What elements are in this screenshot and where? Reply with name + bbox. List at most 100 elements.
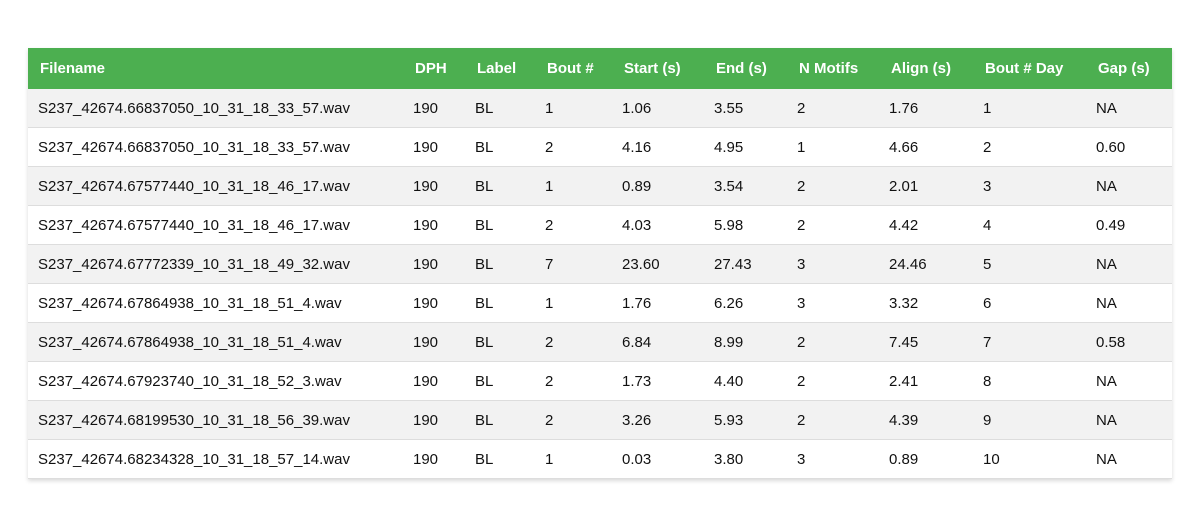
cell-align-s: 24.46 (879, 244, 973, 284)
cell-bout: 2 (535, 127, 612, 167)
cell-align-s: 2.41 (879, 361, 973, 401)
cell-bout-day: 3 (973, 166, 1086, 206)
cell-gap-s: NA (1086, 361, 1172, 401)
cell-start-s: 0.89 (612, 166, 704, 206)
column-header-filename: Filename (28, 48, 403, 89)
cell-n-motifs: 2 (787, 400, 879, 440)
cell-align-s: 2.01 (879, 166, 973, 206)
cell-n-motifs: 2 (787, 205, 879, 245)
cell-dph: 190 (403, 166, 465, 206)
cell-start-s: 4.16 (612, 127, 704, 167)
column-header-bout-day: Bout # Day (973, 48, 1086, 89)
cell-filename: S237_42674.67864938_10_31_18_51_4.wav (28, 283, 403, 323)
table-row: S237_42674.68199530_10_31_18_56_39.wav 19… (28, 400, 1172, 440)
cell-align-s: 0.89 (879, 439, 973, 479)
cell-gap-s: 0.60 (1086, 127, 1172, 167)
cell-bout: 2 (535, 322, 612, 362)
cell-filename: S237_42674.66837050_10_31_18_33_57.wav (28, 127, 403, 167)
column-header-n-motifs: N Motifs (787, 48, 879, 89)
table-row: S237_42674.66837050_10_31_18_33_57.wav 19… (28, 89, 1172, 128)
cell-bout-day: 7 (973, 322, 1086, 362)
cell-bout-day: 5 (973, 244, 1086, 284)
cell-bout-day: 2 (973, 127, 1086, 167)
cell-n-motifs: 2 (787, 322, 879, 362)
cell-end-s: 27.43 (704, 244, 787, 284)
cell-gap-s: NA (1086, 244, 1172, 284)
cell-n-motifs: 2 (787, 89, 879, 128)
table-row: S237_42674.67864938_10_31_18_51_4.wav 190… (28, 283, 1172, 323)
cell-label: BL (465, 205, 535, 245)
cell-end-s: 3.55 (704, 89, 787, 128)
cell-label: BL (465, 127, 535, 167)
cell-gap-s: 0.49 (1086, 205, 1172, 245)
cell-bout: 1 (535, 166, 612, 206)
cell-end-s: 4.95 (704, 127, 787, 167)
cell-n-motifs: 3 (787, 244, 879, 284)
cell-dph: 190 (403, 361, 465, 401)
cell-align-s: 7.45 (879, 322, 973, 362)
cell-start-s: 1.76 (612, 283, 704, 323)
cell-dph: 190 (403, 322, 465, 362)
cell-bout-day: 1 (973, 89, 1086, 128)
cell-filename: S237_42674.67864938_10_31_18_51_4.wav (28, 322, 403, 362)
table-header-row: Filename DPH Label Bout # Start (s) End (s) N … (28, 48, 1172, 89)
cell-start-s: 23.60 (612, 244, 704, 284)
cell-dph: 190 (403, 283, 465, 323)
cell-align-s: 4.42 (879, 205, 973, 245)
cell-gap-s: 0.58 (1086, 322, 1172, 362)
cell-label: BL (465, 166, 535, 206)
cell-start-s: 3.26 (612, 400, 704, 440)
cell-end-s: 6.26 (704, 283, 787, 323)
cell-filename: S237_42674.66837050_10_31_18_33_57.wav (28, 89, 403, 128)
cell-label: BL (465, 244, 535, 284)
cell-filename: S237_42674.67577440_10_31_18_46_17.wav (28, 166, 403, 206)
cell-bout: 1 (535, 89, 612, 128)
column-header-start-s: Start (s) (612, 48, 704, 89)
cell-gap-s: NA (1086, 400, 1172, 440)
cell-bout: 2 (535, 205, 612, 245)
cell-start-s: 6.84 (612, 322, 704, 362)
cell-label: BL (465, 361, 535, 401)
cell-bout-day: 8 (973, 361, 1086, 401)
table-row: S237_42674.68234328_10_31_18_57_14.wav 19… (28, 439, 1172, 479)
cell-bout-day: 10 (973, 439, 1086, 479)
cell-dph: 190 (403, 89, 465, 128)
cell-gap-s: NA (1086, 439, 1172, 479)
cell-align-s: 4.39 (879, 400, 973, 440)
table-row: S237_42674.67923740_10_31_18_52_3.wav 190… (28, 361, 1172, 401)
cell-n-motifs: 2 (787, 166, 879, 206)
cell-dph: 190 (403, 205, 465, 245)
cell-dph: 190 (403, 400, 465, 440)
cell-filename: S237_42674.68199530_10_31_18_56_39.wav (28, 400, 403, 440)
table-row: S237_42674.66837050_10_31_18_33_57.wav 19… (28, 127, 1172, 167)
cell-bout-day: 4 (973, 205, 1086, 245)
cell-label: BL (465, 439, 535, 479)
cell-start-s: 1.06 (612, 89, 704, 128)
cell-bout-day: 6 (973, 283, 1086, 323)
cell-dph: 190 (403, 127, 465, 167)
cell-bout-day: 9 (973, 400, 1086, 440)
bout-table: Filename DPH Label Bout # Start (s) End (s) N … (28, 48, 1172, 479)
table-row: S237_42674.67577440_10_31_18_46_17.wav 19… (28, 166, 1172, 206)
cell-label: BL (465, 89, 535, 128)
cell-end-s: 8.99 (704, 322, 787, 362)
cell-start-s: 1.73 (612, 361, 704, 401)
cell-end-s: 3.80 (704, 439, 787, 479)
cell-bout: 1 (535, 439, 612, 479)
cell-start-s: 4.03 (612, 205, 704, 245)
cell-gap-s: NA (1086, 166, 1172, 206)
table-row: S237_42674.67577440_10_31_18_46_17.wav 19… (28, 205, 1172, 245)
cell-dph: 190 (403, 439, 465, 479)
cell-n-motifs: 2 (787, 361, 879, 401)
cell-filename: S237_42674.67577440_10_31_18_46_17.wav (28, 205, 403, 245)
column-header-end-s: End (s) (704, 48, 787, 89)
cell-filename: S237_42674.68234328_10_31_18_57_14.wav (28, 439, 403, 479)
cell-end-s: 5.93 (704, 400, 787, 440)
cell-bout: 1 (535, 283, 612, 323)
cell-end-s: 4.40 (704, 361, 787, 401)
cell-gap-s: NA (1086, 89, 1172, 128)
column-header-bout: Bout # (535, 48, 612, 89)
cell-label: BL (465, 322, 535, 362)
cell-align-s: 4.66 (879, 127, 973, 167)
cell-start-s: 0.03 (612, 439, 704, 479)
